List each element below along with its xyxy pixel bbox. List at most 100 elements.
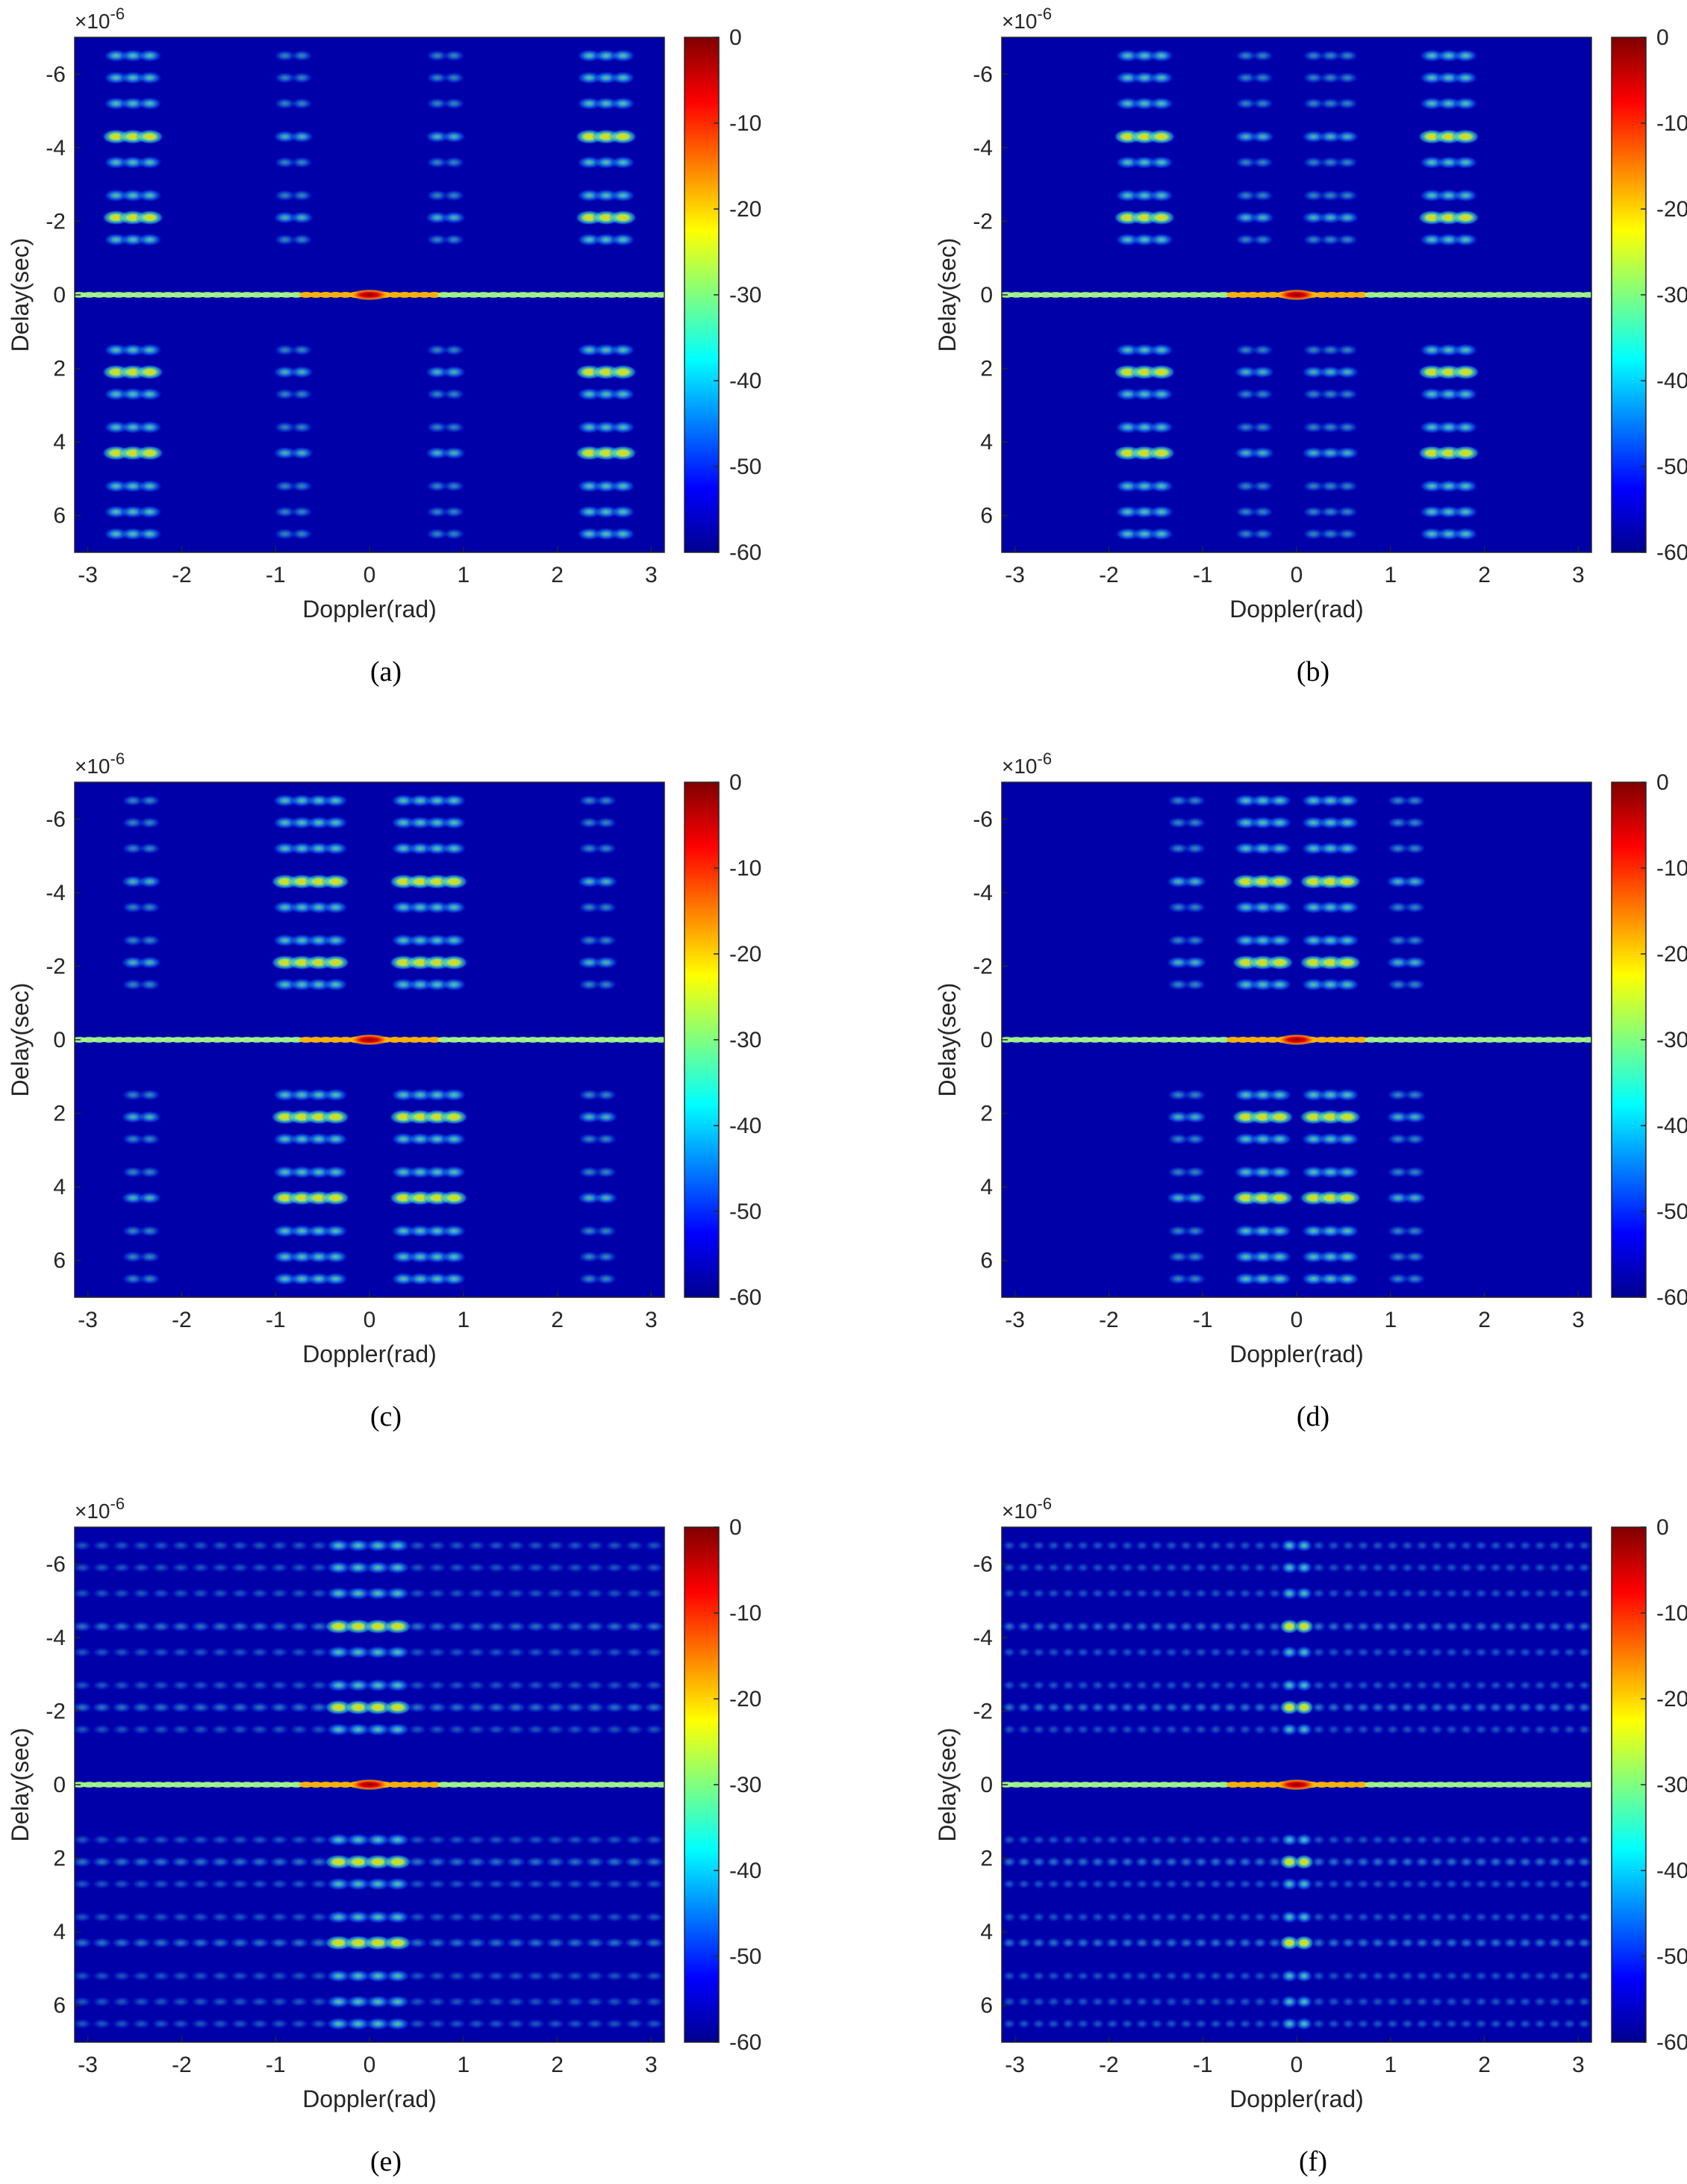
sidelobe-mark: [1164, 1679, 1179, 1691]
sidelobe-mark: [1312, 1679, 1326, 1691]
sidelobe-mark: [1547, 1588, 1562, 1599]
sidelobe-mark: [1250, 793, 1276, 808]
sidelobe-mark: [505, 1702, 527, 1713]
ridge-lobe: [447, 1037, 461, 1043]
sidelobe-mark: [324, 1700, 353, 1715]
sidelobe-mark: [1250, 978, 1276, 991]
sidelobe-mark: [1503, 1540, 1518, 1551]
sidelobe-mark: [1429, 1620, 1444, 1632]
ridge-lobe: [1206, 292, 1220, 298]
sidelobe-mark: [1150, 1996, 1164, 2007]
sidelobe-mark: [325, 1877, 352, 1891]
sidelobe-mark: [1002, 1912, 1017, 1923]
sidelobe-mark: [1488, 1562, 1503, 1573]
ridge-lobe: [408, 1037, 422, 1043]
sidelobe-mark: [1046, 1937, 1061, 1949]
sidelobe-mark: [1326, 1620, 1341, 1632]
x-tick-label: -3: [1005, 563, 1025, 587]
sidelobe-mark: [1547, 1996, 1562, 2007]
sidelobe-mark: [1562, 1912, 1577, 1923]
ridge-lobe: [614, 292, 629, 298]
sidelobe-mark: [137, 1191, 162, 1205]
sidelobe-mark: [92, 1996, 112, 2007]
sidelobe-mark: [1032, 1647, 1046, 1658]
sidelobe-mark: [230, 1540, 250, 1551]
sidelobe-field: [75, 793, 664, 1286]
ridge-lobe: [1177, 1782, 1191, 1788]
ridge-lobe: [457, 1037, 471, 1043]
sidelobe-mark: [1488, 1540, 1503, 1551]
sidelobe-mark: [1149, 1620, 1164, 1632]
sidelobe-mark: [1326, 1540, 1341, 1551]
sidelobe-mark: [1419, 420, 1444, 434]
sidelobe-mark: [595, 1133, 617, 1145]
sidelobe-mark: [1385, 1110, 1411, 1124]
sidelobe-mark: [1135, 1834, 1150, 1845]
sidelobe-mark: [427, 1834, 447, 1845]
y-tick-label: 6: [53, 1994, 66, 2018]
sidelobe-mark: [1061, 1937, 1076, 1949]
sidelobe-mark: [425, 97, 449, 110]
ridge-lobe: [1325, 292, 1339, 298]
sidelobe-mark: [565, 1912, 585, 1923]
sidelobe-mark: [446, 1702, 468, 1713]
sidelobe-mark: [643, 1856, 664, 1868]
sidelobe-mark: [1459, 1647, 1474, 1658]
colorbar-tick-label: -20: [1656, 1687, 1687, 1712]
ridge-lobe: [1147, 292, 1161, 298]
sidelobe-mark: [1301, 934, 1326, 947]
sidelobe-mark: [1184, 842, 1206, 855]
sidelobe-mark: [1208, 1856, 1223, 1868]
ridge-lobe: [1502, 1037, 1516, 1043]
sidelobe-mark: [346, 1679, 371, 1692]
ridge-lobe: [1117, 1037, 1132, 1043]
ridge-lobe: [190, 1037, 205, 1043]
panel-caption: (e): [370, 2146, 402, 2177]
ridge-lobe: [279, 292, 293, 298]
sidelobe-mark: [425, 506, 449, 518]
sidelobe-mark: [1209, 1912, 1223, 1923]
sidelobe-mark: [1253, 2018, 1267, 2029]
sidelobe-mark: [1400, 1647, 1415, 1658]
sidelobe-mark: [290, 234, 314, 246]
sidelobe-mark: [274, 97, 296, 110]
ridge-lobe: [1344, 292, 1359, 298]
sidelobe-mark: [1318, 130, 1343, 143]
colorbar-tick-label: -20: [729, 942, 761, 967]
panel-caption: (c): [370, 1401, 402, 1432]
sidelobe-mark: [1184, 1133, 1206, 1145]
y-exponent-label: ×10-6: [75, 1494, 125, 1523]
ridge-lobe: [1453, 292, 1467, 298]
sidelobe-mark: [1223, 2018, 1238, 2029]
sidelobe-mark: [506, 1724, 526, 1735]
sidelobe-mark: [110, 1620, 132, 1632]
ridge-lobe: [279, 1782, 293, 1788]
sidelobe-mark: [1179, 1912, 1194, 1923]
ridge-lobe: [220, 1782, 234, 1788]
ridge-lobe: [328, 292, 343, 298]
sidelobe-mark: [486, 1971, 506, 1982]
sidelobe-mark: [289, 1834, 309, 1845]
sidelobe-mark: [425, 365, 449, 379]
sidelobe-mark: [1444, 1702, 1459, 1713]
ridge-lobe: [1256, 1782, 1270, 1788]
sidelobe-mark: [1547, 1856, 1562, 1868]
sidelobe-mark: [1253, 1879, 1267, 1890]
sidelobe-mark: [441, 1165, 467, 1179]
sidelobe-mark: [171, 1724, 191, 1735]
sidelobe-mark: [1017, 1679, 1032, 1691]
sidelobe-mark: [1356, 1834, 1371, 1845]
sidelobe-mark: [546, 1647, 566, 1658]
sidelobe-mark: [138, 1273, 161, 1285]
ridge-lobe: [1552, 292, 1565, 298]
sidelobe-mark: [230, 2018, 250, 2029]
sidelobe-mark: [624, 1996, 644, 2007]
sidelobe-mark: [131, 1620, 152, 1632]
sidelobe-mark: [546, 1996, 566, 2007]
sidelobe-mark: [1429, 1834, 1444, 1845]
ridge-lobe: [1167, 292, 1181, 298]
sidelobe-mark: [1002, 1996, 1017, 2007]
sidelobe-mark: [1453, 420, 1478, 434]
sidelobe-mark: [1267, 1702, 1282, 1713]
sidelobe-mark: [1403, 842, 1426, 855]
